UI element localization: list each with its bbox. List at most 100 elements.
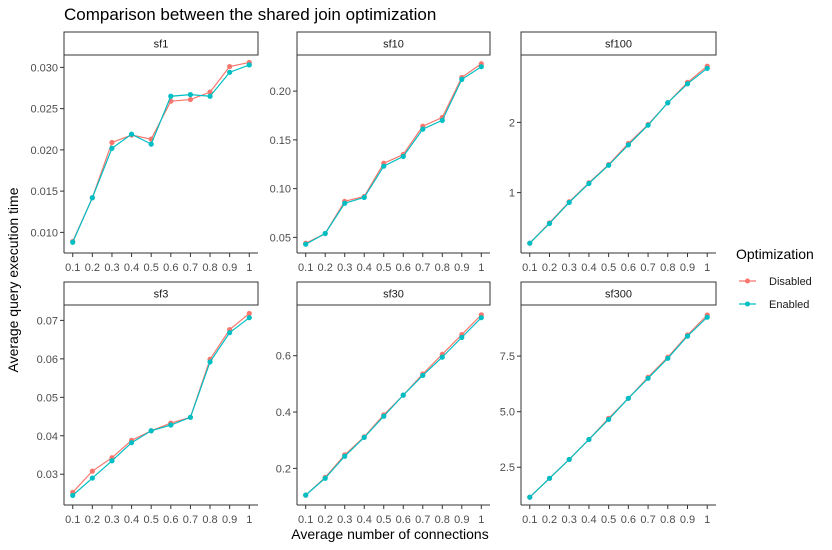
x-tick-label: 0.8 <box>202 262 217 274</box>
panel-strip <box>296 281 491 306</box>
x-tick-label: 0.2 <box>85 514 100 526</box>
y-tick-label: 0.07 <box>37 315 58 327</box>
legend-label-disabled: Disabled <box>769 276 812 288</box>
x-tick-label: 0.1 <box>65 262 80 274</box>
x-tick-label: 0.3 <box>337 514 352 526</box>
data-point-enabled <box>625 395 631 401</box>
x-tick-label: 1 <box>246 514 252 526</box>
data-point-enabled <box>303 492 309 498</box>
data-point-enabled <box>89 475 95 481</box>
data-point-enabled <box>606 416 612 423</box>
x-tick-label: 0.5 <box>376 262 391 274</box>
x-axis-title: Average number of connections <box>291 526 488 542</box>
data-point-enabled <box>459 76 465 82</box>
series-line-enabled <box>305 317 482 496</box>
panel-strip <box>63 281 259 306</box>
y-tick-label: 0.05 <box>37 392 58 404</box>
x-tick-label: 0.7 <box>640 262 655 274</box>
data-point-enabled <box>645 122 651 128</box>
series-line-enabled <box>529 67 708 244</box>
data-point-disabled <box>227 63 233 70</box>
series-line-enabled <box>305 66 482 245</box>
y-tick-label: 0.010 <box>30 227 58 239</box>
panel-strip <box>520 31 717 56</box>
data-point-enabled <box>227 69 233 75</box>
data-point-enabled <box>586 180 592 187</box>
data-point-enabled <box>128 440 135 446</box>
data-point-enabled <box>439 117 445 123</box>
x-tick-label: 0.4 <box>357 262 372 274</box>
data-point-enabled <box>148 428 154 434</box>
y-tick-label: 5.0 <box>500 407 515 419</box>
data-point-enabled <box>227 330 233 336</box>
data-point-enabled <box>322 230 328 237</box>
data-point-enabled <box>109 145 115 151</box>
x-tick-label: 0.9 <box>680 262 695 274</box>
panel-strip-label: sf30 <box>383 289 404 301</box>
panel-strip-label: sf3 <box>154 289 169 301</box>
panel-strip-label: sf100 <box>605 39 632 51</box>
series-line-disabled <box>72 312 250 493</box>
x-tick-label: 0.6 <box>163 514 178 526</box>
x-tick-label: 0.6 <box>621 262 636 274</box>
data-point-enabled <box>566 456 572 463</box>
x-tick-label: 0.1 <box>522 514 537 526</box>
series-line-enabled <box>72 64 250 243</box>
data-point-enabled <box>148 141 154 147</box>
x-tick-label: 0.3 <box>104 262 119 274</box>
y-tick-label: 0.6 <box>276 351 291 363</box>
series-line-disabled <box>529 314 708 498</box>
x-tick-label: 0.5 <box>601 514 616 526</box>
series-line-enabled <box>529 316 708 498</box>
y-tick-label: 0.4 <box>276 407 291 419</box>
legend-title: Optimization <box>736 246 814 262</box>
x-tick-label: 1 <box>704 514 710 526</box>
y-tick-label: 0.020 <box>30 145 58 157</box>
x-tick-label: 0.2 <box>85 262 100 274</box>
x-tick-label: 0.3 <box>562 514 577 526</box>
x-tick-label: 0.1 <box>298 514 313 526</box>
data-point-enabled <box>381 413 387 419</box>
y-tick-label: 0.030 <box>30 62 58 74</box>
y-tick-label: 0.04 <box>37 431 58 443</box>
y-tick-label: 0.2 <box>276 463 291 475</box>
x-tick-label: 0.6 <box>396 514 411 526</box>
data-point-enabled <box>665 355 671 361</box>
chart-panels: sf1 0.1 0.2 0.3 0.4 0.5 0.6 0.7 0.8 0.9 1 0.010 0.01… <box>30 31 717 526</box>
data-point-enabled <box>187 92 194 98</box>
panel-sf100: sf100 0.1 0.2 0.3 0.4 0.5 0.6 0.7 0.8 0.9 1 1 2 <box>509 31 717 274</box>
x-tick-label: 1 <box>478 514 484 526</box>
x-tick-label: 0.6 <box>163 262 178 274</box>
data-point-enabled <box>704 314 710 320</box>
data-point-enabled <box>381 163 387 169</box>
data-point-disabled <box>89 468 95 474</box>
x-tick-label: 0.8 <box>202 514 217 526</box>
x-tick-label: 0.4 <box>581 262 596 274</box>
data-point-disabled <box>207 89 213 95</box>
x-tick-label: 0.9 <box>454 262 469 274</box>
x-tick-label: 0.3 <box>337 262 352 274</box>
data-point-enabled <box>322 475 328 481</box>
x-tick-label: 1 <box>246 262 252 274</box>
data-point-enabled <box>207 359 213 365</box>
chart-title: Comparison between the shared join optim… <box>64 5 436 24</box>
y-tick-label: 0.03 <box>37 469 58 481</box>
x-tick-label: 1 <box>704 262 710 274</box>
data-point-enabled <box>420 372 426 379</box>
data-point-enabled <box>400 392 406 398</box>
x-tick-label: 0.5 <box>376 514 391 526</box>
data-point-enabled <box>168 422 174 428</box>
data-point-enabled <box>128 131 135 137</box>
legend: Optimization Disabled Enabled <box>736 246 814 311</box>
panel-sf1: sf1 0.1 0.2 0.3 0.4 0.5 0.6 0.7 0.8 0.9 1 0.010 0.01… <box>30 31 259 274</box>
y-tick-label: 2.5 <box>500 462 515 474</box>
y-tick-label: 0.025 <box>30 104 58 116</box>
x-tick-label: 0.4 <box>124 262 139 274</box>
data-point-enabled <box>645 375 651 381</box>
x-tick-label: 1 <box>478 262 484 274</box>
panel-sf10: sf10 0.1 0.2 0.3 0.4 0.5 0.6 0.7 0.8 0.9 1 0.05 0.10… <box>270 31 491 274</box>
panel-sf30: sf30 0.1 0.2 0.3 0.4 0.5 0.6 0.7 0.8 0.9 1 0.2 0.4 0.… <box>276 281 491 526</box>
data-point-enabled <box>459 334 465 340</box>
data-point-enabled <box>361 194 367 201</box>
